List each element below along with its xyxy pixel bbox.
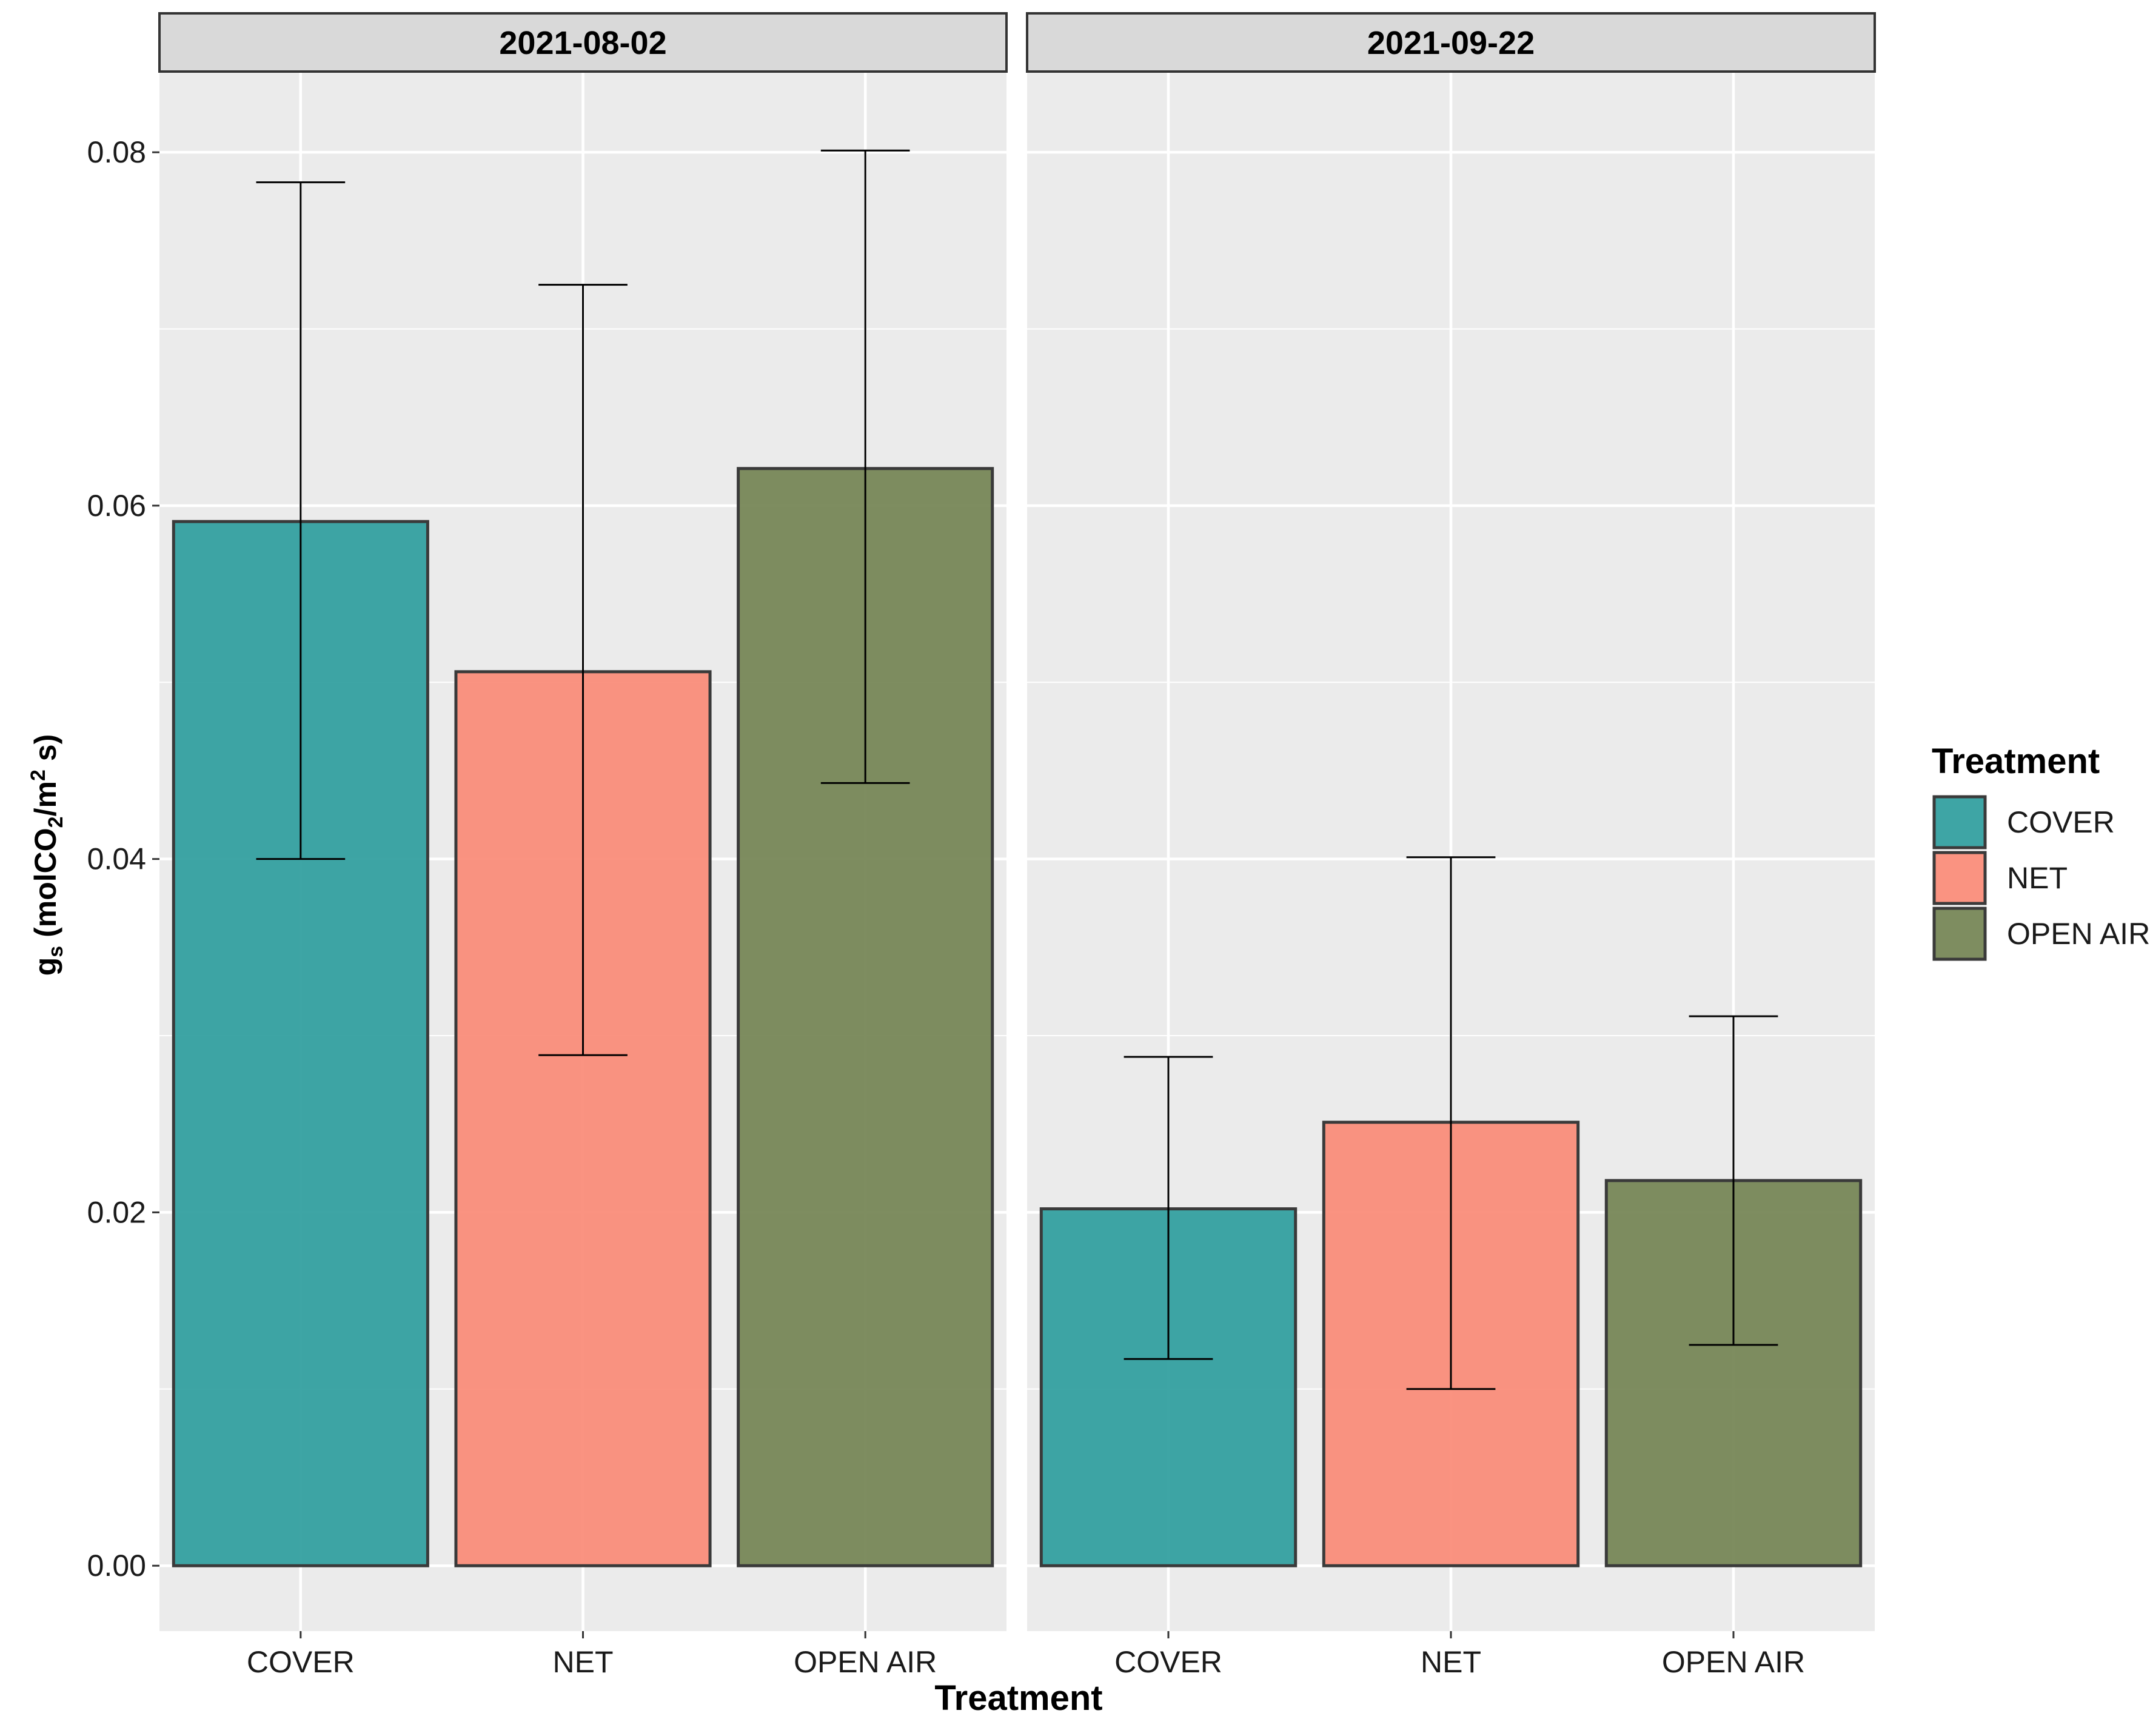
facet-panel-1: COVER NET OPEN AIR 2021-08-02 <box>158 12 1008 1679</box>
legend-swatch <box>1932 851 1987 905</box>
legend-item-net: NET <box>1932 851 2068 905</box>
legend-item-cover: COVER <box>1932 795 2115 850</box>
x-tick-label: OPEN AIR <box>1662 1645 1805 1679</box>
x-tick-label: NET <box>553 1645 614 1679</box>
facet-strip-label: 2021-09-22 <box>1367 25 1535 61</box>
y-tick-label: 0.00 <box>87 1549 146 1583</box>
x-tick-label: COVER <box>1114 1645 1222 1679</box>
legend-label: COVER <box>2007 805 2115 839</box>
facet-panel-2: COVER NET OPEN AIR 2021-09-22 <box>1026 12 1876 1679</box>
legend-label: OPEN AIR <box>2007 917 2150 951</box>
facet-strip-label: 2021-08-02 <box>499 25 666 61</box>
y-axis-title: gs (molCO2/m2 s) <box>27 734 68 976</box>
facet-strip <box>1026 12 1876 73</box>
y-axis-title-main-sub: s <box>44 945 67 957</box>
y-axis: 0.00 0.02 0.04 0.06 0.08 <box>87 135 159 1583</box>
legend-swatch <box>1932 907 1987 961</box>
x-tick-label: OPEN AIR <box>794 1645 937 1679</box>
legend-swatch <box>1932 795 1987 850</box>
x-tick-label: NET <box>1421 1645 1481 1679</box>
y-tick-label: 0.06 <box>87 489 146 523</box>
y-tick-label: 0.04 <box>87 842 146 876</box>
facet-strip <box>158 12 1008 73</box>
error-bar-cover <box>256 181 346 860</box>
y-axis-title-unit-mid: /m <box>28 781 62 817</box>
legend-title: Treatment <box>1932 742 2100 781</box>
y-axis-title-unit-open: (molCO <box>28 828 62 946</box>
x-tick-label: COVER <box>247 1645 355 1679</box>
error-bar-cover <box>1124 1056 1213 1360</box>
x-axis-title: Treatment <box>934 1678 1102 1718</box>
y-tick-label: 0.08 <box>87 135 146 169</box>
y-axis-title-unit-sub: 2 <box>44 816 67 828</box>
y-tick-label: 0.02 <box>87 1195 146 1229</box>
error-bar-open-air <box>1689 1015 1778 1346</box>
y-axis-title-unit-sup: 2 <box>27 769 50 782</box>
legend-label: NET <box>2007 861 2068 895</box>
error-bar-open-air <box>820 149 910 784</box>
legend-item-open-air: OPEN AIR <box>1932 907 2150 961</box>
error-bar-net <box>538 284 628 1056</box>
panels-layer: COVER NET OPEN AIR 2021-08-02 COVER NET OPEN A… <box>158 12 1876 1679</box>
legend: Treatment COVER NET OPEN AIR <box>1932 742 2150 961</box>
error-bar-net <box>1406 856 1496 1390</box>
y-axis-title-unit-close: s) <box>28 734 62 770</box>
y-axis-title-main: g <box>28 957 62 976</box>
